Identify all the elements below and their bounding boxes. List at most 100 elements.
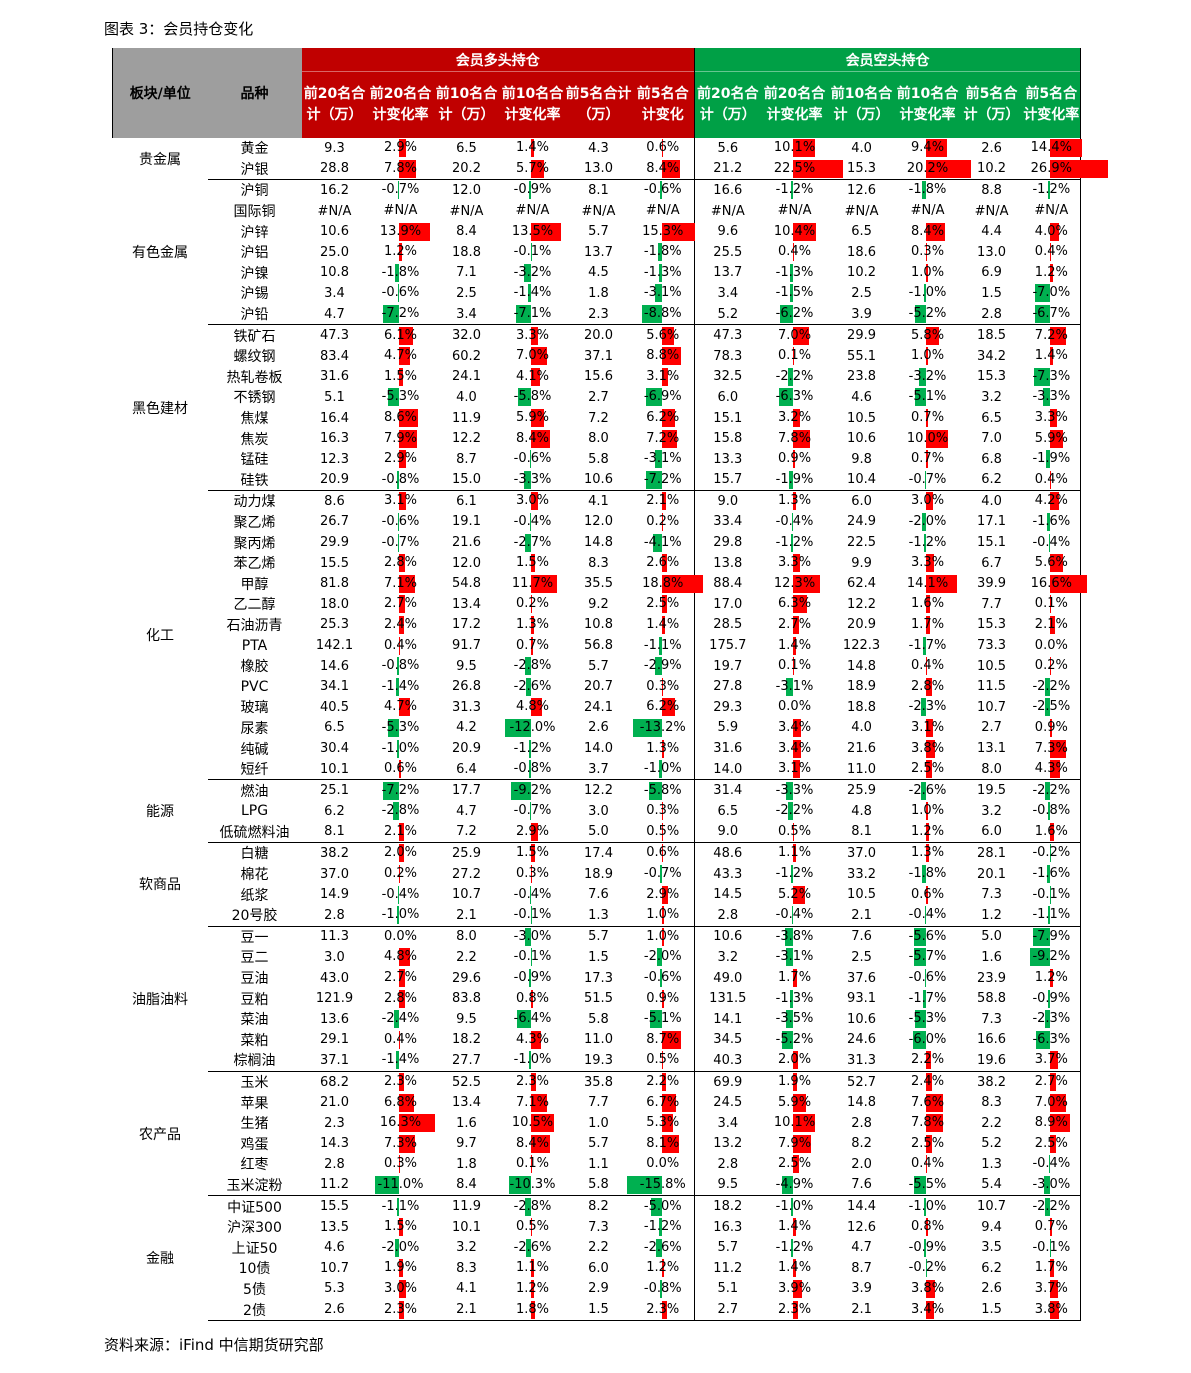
- change-rate-value: 2.2%: [911, 1052, 945, 1068]
- position-value: 8.2: [588, 1199, 609, 1215]
- position-value: 7.3: [981, 887, 1002, 903]
- data-bar: [924, 1197, 927, 1216]
- change-rate-value: -2.2%: [775, 803, 814, 819]
- change-rate-cell: -0.4%: [500, 884, 566, 905]
- change-rate-value: -1.9%: [775, 471, 814, 487]
- change-rate-cell: 16.6%: [1022, 573, 1087, 595]
- product-name: 沪银: [207, 158, 302, 181]
- change-rate-value: -3.2%: [513, 264, 552, 280]
- position-value: 7.3: [588, 1219, 609, 1235]
- table-row: 软商品 白糖 38.2 2.0% 25.9 1.5% 17.4 0.6% 48.6 1.1% 37.…: [113, 842, 1082, 893]
- position-value: 5.6: [717, 140, 739, 156]
- change-rate-cell: 16.3%: [368, 1113, 436, 1134]
- change-rate-value: -1.6%: [1032, 513, 1071, 529]
- change-rate-value: 2.3%: [515, 1074, 550, 1090]
- change-rate-value: -2.7%: [513, 534, 552, 550]
- position-value: 3.4: [324, 285, 345, 301]
- position-value: 40.3: [694, 1050, 761, 1072]
- position-value: 10.6: [847, 1011, 876, 1027]
- position-value: 34.5: [713, 1032, 743, 1048]
- data-bar: [793, 326, 809, 345]
- change-rate-cell: 6.3%: [761, 594, 829, 615]
- data-bar: [658, 263, 662, 282]
- change-rate-value: -1.2%: [775, 182, 814, 198]
- change-rate-value: 5.9%: [1034, 430, 1068, 446]
- data-bar: [655, 1238, 662, 1257]
- data-bar: [661, 989, 664, 1008]
- change-rate-cell: 0.6%: [631, 842, 696, 864]
- change-rate-cell: -0.8%: [368, 656, 434, 677]
- change-rate-value: 1.4%: [646, 616, 680, 632]
- data-bar: [399, 1134, 416, 1153]
- position-value: 21.0: [320, 1095, 349, 1111]
- change-rate-value: 0.7%: [1034, 1219, 1068, 1235]
- change-rate-value: -0.1%: [513, 949, 552, 965]
- change-rate-cell: #N/A: [631, 200, 696, 222]
- position-value: 27.2: [452, 866, 481, 882]
- data-bar: [659, 636, 662, 655]
- change-rate-value: -1.4%: [513, 285, 552, 301]
- data-bar: [508, 1175, 532, 1194]
- data-bar: [657, 243, 662, 262]
- change-rate-cell: 7.6%: [895, 1092, 961, 1113]
- change-rate-value: #N/A: [645, 203, 680, 219]
- data-bar: [793, 450, 796, 469]
- position-value: 20.7: [584, 679, 613, 695]
- change-rate-cell: 4.8%: [500, 697, 566, 718]
- data-bar: [399, 429, 417, 448]
- data-bar: [1050, 1300, 1059, 1319]
- change-rate-cell: 3.0%: [368, 1279, 434, 1300]
- position-value: 18.9: [847, 679, 876, 695]
- change-rate-cell: -0.6%: [368, 512, 434, 533]
- data-bar: [779, 305, 794, 324]
- position-value: 34.2: [977, 348, 1006, 364]
- change-rate-cell: 0.6%: [631, 138, 696, 159]
- data-bar: [531, 698, 542, 717]
- product-name: 豆粕: [240, 991, 269, 1008]
- position-value: 2.1: [828, 1299, 895, 1321]
- data-bar: [529, 760, 532, 779]
- change-rate-value: -3.1%: [643, 285, 682, 301]
- data-bar: [661, 1259, 665, 1278]
- change-rate-value: -1.4%: [381, 678, 420, 694]
- change-rate-cell: -3.0%: [1022, 1174, 1082, 1197]
- position-value: 2.2: [981, 1115, 1002, 1131]
- change-rate-value: 0.9%: [1034, 719, 1068, 735]
- change-rate-value: -1.8%: [381, 264, 420, 280]
- change-rate-value: 5.6%: [1034, 555, 1068, 571]
- change-rate-value: -1.6%: [1032, 866, 1071, 882]
- change-rate-cell: 0.1%: [1022, 594, 1082, 615]
- table-row: 聚乙烯 26.7 -0.6% 19.1 -0.4% 12.0 0.2% 33.4 -0.4% 24…: [113, 511, 1082, 533]
- change-rate-value: -2.2%: [1032, 678, 1071, 694]
- data-bar: [529, 181, 532, 200]
- position-value: 12.2: [584, 783, 613, 799]
- change-rate-value: 0.1%: [515, 1156, 550, 1172]
- change-rate-cell: 7.1%: [500, 1092, 566, 1113]
- change-rate-value: 2.5%: [646, 596, 680, 612]
- change-rate-cell: -0.9%: [895, 1237, 961, 1258]
- change-rate-value: -7.1%: [513, 306, 552, 322]
- data-bar: [531, 347, 547, 366]
- data-bar: [399, 969, 406, 988]
- position-value: 33.2: [847, 866, 876, 882]
- position-value: 6.5: [456, 140, 477, 156]
- table-row: 焦炭 16.3 7.9% 12.2 8.4% 8.0 7.2% 15.8 7.8% 10.6 10.…: [113, 428, 1082, 449]
- position-value: 14.5: [713, 887, 743, 903]
- product-name: 沪镍: [240, 265, 269, 282]
- change-rate-value: 4.7%: [383, 699, 418, 715]
- change-rate-cell: 2.2%: [894, 1050, 961, 1072]
- change-rate-value: -5.8%: [643, 782, 682, 798]
- position-value: 8.0: [456, 929, 477, 945]
- change-rate-cell: #N/A: [500, 201, 566, 222]
- data-bar: [1047, 906, 1051, 925]
- position-value: 5.7: [588, 929, 609, 945]
- change-rate-value: -6.3%: [775, 389, 814, 405]
- data-bar: [399, 989, 406, 1008]
- change-rate-value: 2.1%: [1034, 616, 1068, 632]
- position-value: 6.2: [960, 469, 1023, 492]
- position-value: 13.5: [320, 1219, 349, 1235]
- position-value: 22.5: [847, 535, 876, 551]
- data-bar: [789, 284, 794, 303]
- change-rate-value: 7.3%: [383, 1135, 418, 1151]
- position-value: 58.8: [977, 991, 1006, 1007]
